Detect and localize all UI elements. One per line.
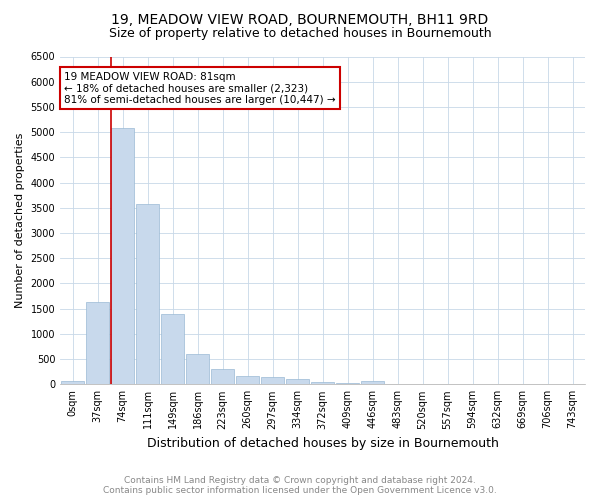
Bar (136, 204, 159, 384)
Text: Size of property relative to detached houses in Bournemouth: Size of property relative to detached ho… (109, 28, 491, 40)
Bar (311, 382, 334, 384)
Bar (211, 369, 234, 384)
Y-axis label: Number of detached properties: Number of detached properties (15, 132, 25, 308)
Bar (262, 378, 284, 384)
Bar (361, 381, 384, 384)
Text: 19, MEADOW VIEW ROAD, BOURNEMOUTH, BH11 9RD: 19, MEADOW VIEW ROAD, BOURNEMOUTH, BH11 … (112, 12, 488, 26)
Bar (236, 376, 259, 384)
Bar (187, 354, 209, 384)
Text: Contains HM Land Registry data © Crown copyright and database right 2024.
Contai: Contains HM Land Registry data © Crown c… (103, 476, 497, 495)
X-axis label: Distribution of detached houses by size in Bournemouth: Distribution of detached houses by size … (146, 437, 499, 450)
Bar (161, 314, 184, 384)
Bar (86, 302, 109, 384)
Bar (112, 128, 134, 384)
Bar (337, 382, 359, 384)
Bar (61, 380, 84, 384)
Bar (286, 380, 309, 384)
Text: 19 MEADOW VIEW ROAD: 81sqm
← 18% of detached houses are smaller (2,323)
81% of s: 19 MEADOW VIEW ROAD: 81sqm ← 18% of deta… (64, 72, 335, 105)
